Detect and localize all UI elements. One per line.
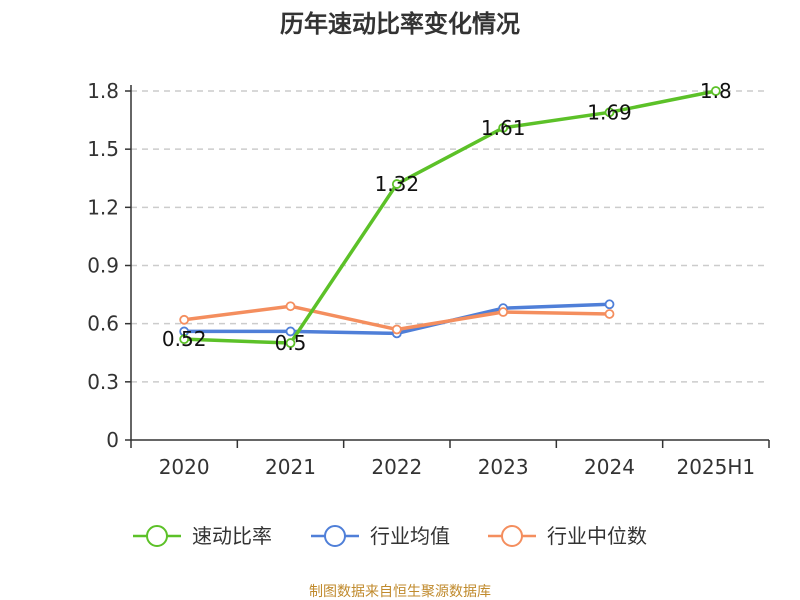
legend-label: 速动比率 bbox=[192, 524, 272, 548]
data-labels: 0.52 0.5 1.32 1.61 1.69 1.8 bbox=[162, 79, 732, 355]
grid bbox=[131, 90, 769, 383]
series-point-2 bbox=[179, 314, 190, 325]
data-label: 1.8 bbox=[700, 79, 732, 103]
series-point-2 bbox=[285, 301, 296, 312]
axes: 0 0.3 0.6 0.9 1.2 1.5 1.8 2020 2021 2022 2023 2024 2… bbox=[87, 79, 770, 479]
series-point-1 bbox=[285, 326, 296, 337]
x-tick-label: 2020 bbox=[159, 455, 210, 479]
chart-title: 历年速动比率变化情况 bbox=[280, 10, 520, 38]
x-tick-label: 2023 bbox=[478, 455, 529, 479]
series-point-2 bbox=[604, 309, 615, 319]
series-layer bbox=[179, 86, 721, 348]
legend-symbol-marker bbox=[501, 525, 523, 547]
y-tick-label: 1.5 bbox=[87, 137, 119, 161]
series-point-2 bbox=[498, 307, 509, 317]
legend-symbol-marker bbox=[146, 525, 168, 547]
y-tick-label: 0.9 bbox=[87, 254, 119, 278]
x-tick-label: 2025H1 bbox=[676, 455, 755, 479]
y-tick-label: 0.6 bbox=[87, 312, 119, 336]
series-point-2 bbox=[391, 324, 402, 335]
series-point-0 bbox=[498, 122, 509, 133]
legend-symbol-marker bbox=[324, 525, 346, 547]
source-note: 制图数据来自恒生聚源数据库 bbox=[309, 584, 491, 600]
series-point-0 bbox=[391, 179, 402, 189]
x-tick-label: 2024 bbox=[584, 455, 635, 479]
series-point-0 bbox=[710, 86, 721, 96]
legend: 速动比率 行业均值 行业中位数 bbox=[133, 524, 647, 548]
series-line-0 bbox=[184, 89, 717, 345]
series-point-0 bbox=[604, 107, 615, 118]
y-tick-label: 0 bbox=[106, 428, 119, 452]
data-label: 1.61 bbox=[481, 116, 526, 140]
series-point-0 bbox=[285, 338, 296, 348]
series-point-0 bbox=[179, 334, 190, 345]
x-tick-label: 2021 bbox=[265, 455, 316, 479]
data-label: 0.52 bbox=[162, 327, 207, 351]
y-tick-label: 1.2 bbox=[87, 195, 119, 219]
y-tick-label: 1.8 bbox=[87, 79, 119, 103]
x-tick-label: 2022 bbox=[371, 455, 422, 479]
series-point-1 bbox=[604, 299, 615, 310]
legend-label: 行业均值 bbox=[370, 524, 450, 548]
legend-label: 行业中位数 bbox=[547, 524, 647, 548]
data-label: 0.5 bbox=[275, 331, 307, 355]
y-tick-label: 0.3 bbox=[87, 370, 119, 394]
data-label: 1.32 bbox=[375, 172, 420, 196]
data-label: 1.69 bbox=[587, 100, 632, 124]
